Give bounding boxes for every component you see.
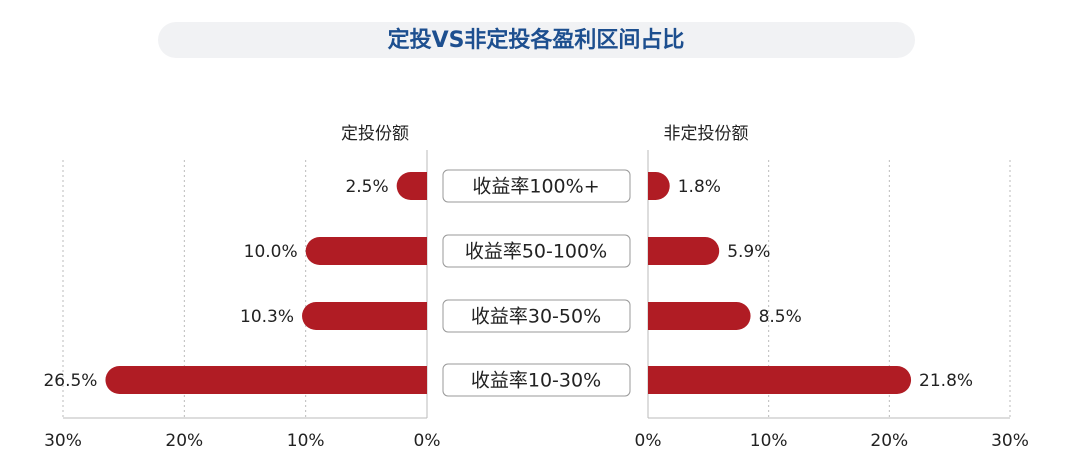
value-label: 8.5% — [759, 307, 802, 327]
x-tick-label: 0% — [635, 431, 662, 451]
legend-label: 非定投份额 — [664, 124, 749, 144]
category-box — [442, 363, 631, 397]
category-box — [442, 169, 631, 203]
value-label: 1.8% — [678, 177, 721, 197]
bar — [648, 172, 670, 200]
chart-title: 定投VS非定投各盈利区间占比 — [388, 27, 685, 53]
x-tick-label: 20% — [870, 431, 908, 451]
x-tick-label: 10% — [750, 431, 788, 451]
bar — [648, 237, 720, 265]
x-tick-label: 20% — [165, 431, 203, 451]
x-tick-label: 30% — [991, 431, 1029, 451]
value-label: 5.9% — [727, 242, 770, 262]
title-pill — [158, 22, 915, 58]
value-label: 21.8% — [919, 371, 973, 391]
x-tick-label: 0% — [414, 431, 441, 451]
category-box — [442, 299, 631, 333]
x-tick-label: 10% — [287, 431, 325, 451]
bar — [396, 172, 427, 200]
bar — [305, 237, 427, 265]
legend-label: 定投份额 — [341, 124, 409, 144]
bar — [302, 302, 427, 330]
value-label: 10.0% — [244, 242, 298, 262]
category-label: 收益率10-30% — [471, 370, 601, 392]
x-tick-label: 30% — [44, 431, 82, 451]
category-box — [442, 234, 631, 268]
value-label: 26.5% — [43, 371, 97, 391]
value-label: 2.5% — [345, 177, 388, 197]
bar — [648, 302, 751, 330]
bar — [105, 366, 427, 394]
category-label: 收益率50-100% — [465, 241, 607, 263]
category-label: 收益率30-50% — [471, 306, 601, 328]
category-label: 收益率100%+ — [472, 176, 599, 198]
bar — [648, 366, 912, 394]
value-label: 10.3% — [240, 307, 294, 327]
